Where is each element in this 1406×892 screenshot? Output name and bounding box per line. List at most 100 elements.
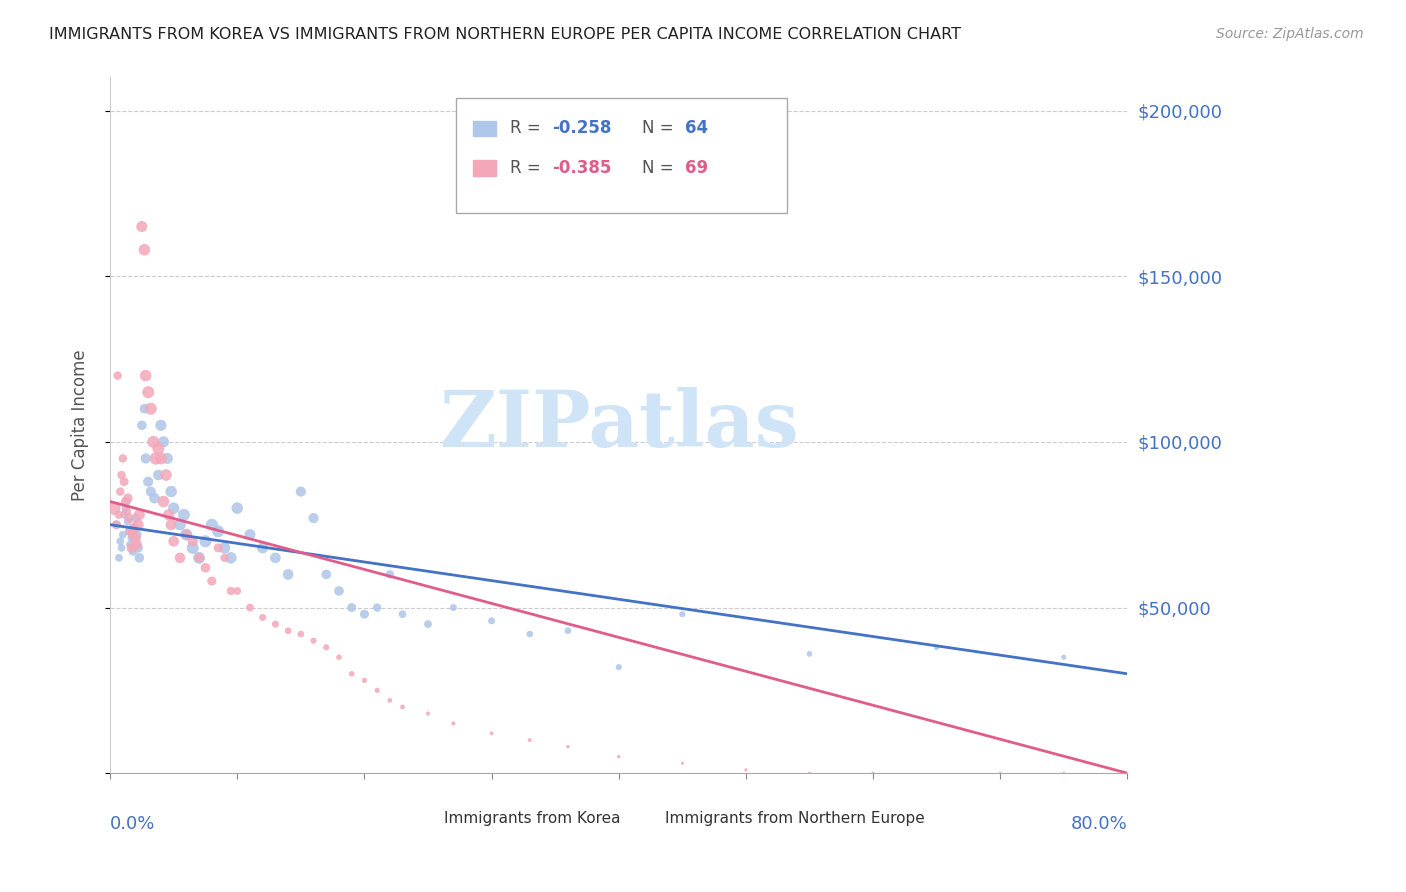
Point [111,527,134,541]
Point [120,524,142,539]
FancyBboxPatch shape [474,161,496,176]
Point [416,706,439,721]
Point [194,561,217,575]
Point [111,451,134,466]
Point [219,584,242,599]
Text: 0.0%: 0.0% [110,815,156,833]
Point [149,451,172,466]
FancyBboxPatch shape [628,812,658,825]
Point [157,508,180,522]
Point [735,763,758,777]
Point [112,475,135,489]
Text: IMMIGRANTS FROM KOREA VS IMMIGRANTS FROM NORTHERN EUROPE PER CAPITA INCOME CORRE: IMMIGRANTS FROM KOREA VS IMMIGRANTS FROM… [49,27,962,42]
Point [378,693,401,707]
Text: R =: R = [510,159,546,177]
Point [114,494,136,508]
Y-axis label: Per Capita Income: Per Capita Income [72,350,89,501]
Point [115,504,138,518]
Point [142,434,165,449]
Point [441,716,464,731]
Point [105,517,128,532]
Point [481,614,503,628]
Point [103,501,125,516]
Point [671,607,693,622]
Point [169,517,191,532]
Point [135,368,157,383]
Point [121,531,143,545]
Point [207,541,229,555]
Point [799,766,821,780]
Point [124,531,146,545]
Point [226,584,249,599]
Point [173,508,195,522]
Point [108,508,131,522]
Point [988,766,1011,780]
Point [1053,650,1076,665]
Point [134,401,156,416]
Point [302,633,325,648]
Point [290,627,312,641]
FancyBboxPatch shape [474,120,496,136]
Point [110,534,132,549]
Point [117,491,139,506]
Point [302,511,325,525]
Point [252,610,274,624]
Point [481,726,503,740]
Point [328,584,350,599]
FancyBboxPatch shape [411,812,439,825]
Point [117,515,139,529]
Point [160,517,183,532]
Point [264,617,287,632]
Text: Immigrants from Korea: Immigrants from Korea [444,811,620,826]
Point [110,468,132,483]
Point [152,434,174,449]
Point [122,521,145,535]
Point [201,517,224,532]
Point [128,508,150,522]
Point [124,511,146,525]
Point [148,442,170,456]
Point [105,517,128,532]
Point [226,501,249,516]
Point [353,607,375,622]
Point [239,600,262,615]
Point [188,550,211,565]
Point [1053,766,1076,780]
Point [160,484,183,499]
Point [149,418,172,433]
Point [207,524,229,539]
Point [136,475,159,489]
Point [391,607,413,622]
Point [118,511,141,525]
Point [148,468,170,483]
Text: -0.385: -0.385 [553,159,612,177]
Point [110,541,132,555]
Point [125,527,148,541]
Point [252,541,274,555]
Point [128,550,150,565]
Point [136,385,159,400]
Point [122,544,145,558]
Point [121,541,143,555]
Point [366,600,388,615]
Point [328,650,350,665]
Point [112,508,135,522]
Point [139,484,162,499]
Point [115,494,138,508]
Point [107,368,129,383]
Point [239,527,262,541]
Point [607,749,630,764]
Point [131,219,153,234]
Text: 69: 69 [685,159,709,177]
Point [391,700,413,714]
Point [134,243,156,257]
Point [163,501,186,516]
Point [114,501,136,516]
Text: 64: 64 [685,120,709,137]
Point [110,484,132,499]
Point [122,521,145,535]
Point [145,451,167,466]
Text: N =: N = [643,159,679,177]
Point [799,647,821,661]
FancyBboxPatch shape [456,98,786,213]
